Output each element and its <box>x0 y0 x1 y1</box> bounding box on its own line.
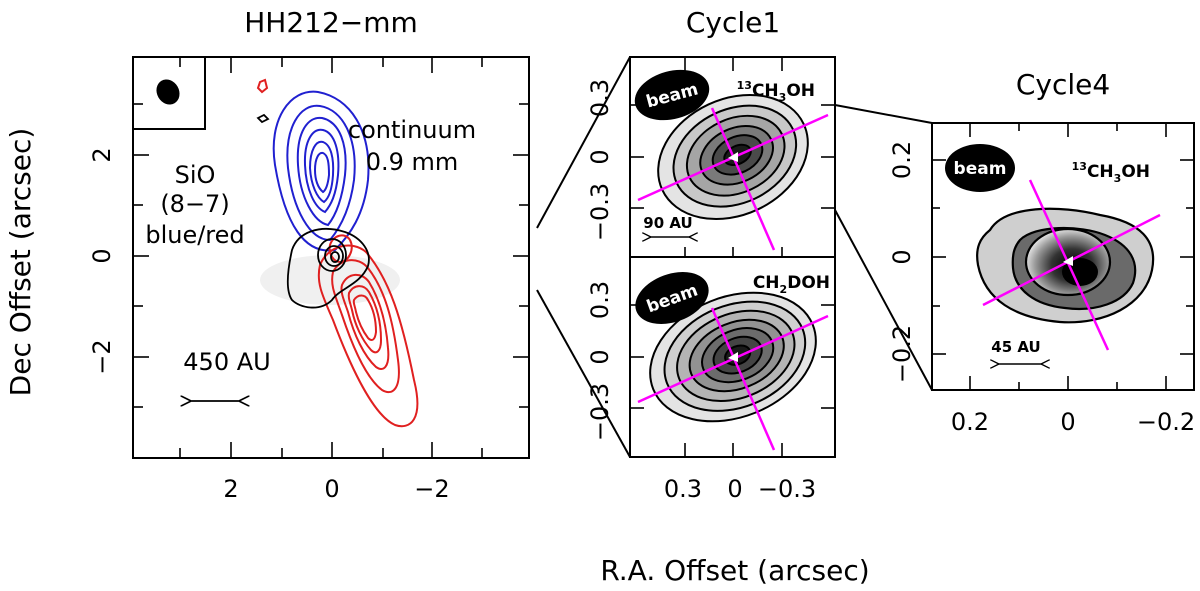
main-panel: HH212−mm <box>88 6 530 503</box>
cycle1-xtick-label: −0.3 <box>758 475 816 503</box>
sio-blue-lobe-contours <box>272 90 370 252</box>
cycle4-image <box>976 179 1161 351</box>
continuum-label-line2: 0.9 mm <box>366 148 459 176</box>
x-axis-label: R.A. Offset (arcsec) <box>600 554 869 587</box>
cycle4-molecule-label: 13CH3OH <box>1072 160 1150 185</box>
cycle1-top-ytick-label: 0 <box>586 149 614 164</box>
sio-label-line2: (8−7) <box>160 190 229 218</box>
cycle4-ytick-label: 0.2 <box>888 141 916 179</box>
cycle4-ytick-label: 0 <box>888 249 916 264</box>
cycle1-top-molecule-label: 13CH3OH <box>737 79 815 104</box>
cycle1-top-image <box>637 93 829 251</box>
cycle4-scale-label: 45 AU <box>991 338 1040 356</box>
cycle1-ticks <box>630 57 835 457</box>
cycle1-bottom-ytick-label: 0.3 <box>586 281 614 319</box>
main-panel-title: HH212−mm <box>244 6 418 39</box>
cycle1-top-ytick-label: 0.3 <box>586 79 614 117</box>
main-beam-inset <box>133 57 206 130</box>
cycle1-bottom-image <box>637 291 829 451</box>
cycle1-title: Cycle1 <box>686 6 780 39</box>
cycle4-xtick-label: 0 <box>1060 408 1075 436</box>
continuum-haze <box>260 255 400 305</box>
y-axis-label: Dec Offset (arcsec) <box>4 128 37 397</box>
cycle1-bottom-beam: beam <box>635 271 709 325</box>
cycle1-bottom-molecule-label: CH2DOH <box>753 273 830 296</box>
cycle1-panel: Cycle1 beam 13CH3OH 90 AU <box>586 6 836 503</box>
cycle4-panel: Cycle4 beam 13CH3OH 45 AU <box>888 68 1195 436</box>
main-ytick-label: 0 <box>88 248 116 263</box>
continuum-contours <box>256 113 370 309</box>
cycle4-beam: beam <box>945 144 1015 192</box>
cycle4-beam-label: beam <box>954 159 1007 179</box>
cycle1-scale-label: 90 AU <box>643 214 692 232</box>
cycle4-xtick-label: −0.2 <box>1137 408 1195 436</box>
sio-label-line1: SiO <box>175 161 216 189</box>
cycle4-ticks <box>932 123 1194 390</box>
cycle1-bottom-jet-axis <box>710 307 776 451</box>
cycle1-xtick-label: 0.3 <box>664 475 702 503</box>
cycle1-top-ytick-label: −0.3 <box>586 183 614 241</box>
main-panel-frame <box>132 56 530 459</box>
cycle4-ytick-label: −0.2 <box>888 325 916 383</box>
main-ytick-label: 2 <box>88 147 116 162</box>
main-xtick-label: 0 <box>324 475 339 503</box>
continuum-label-line1: continuum <box>348 116 476 144</box>
cycle1-top-center-marker <box>728 152 738 162</box>
cycle4-center-marker <box>1063 256 1073 266</box>
sio-red-lobe-contours <box>256 78 419 428</box>
zoom-connectors-main <box>536 56 631 458</box>
main-ytick-label: −2 <box>88 339 116 374</box>
cycle1-top-beam: beam <box>634 69 710 121</box>
cycle1-bottom-ytick-label: −0.3 <box>586 383 614 441</box>
zoom-connectors-cycle1 <box>834 104 933 391</box>
cycle1-top-jet-axis <box>710 107 776 251</box>
sio-label-line3: blue/red <box>145 221 244 249</box>
main-panel-ticks <box>133 57 529 458</box>
cycle4-xtick-label: 0.2 <box>951 408 989 436</box>
main-scale-label: 450 AU <box>183 348 270 376</box>
cycle4-jet-axis <box>1028 179 1110 351</box>
cycle1-bottom-center-marker <box>728 352 738 362</box>
main-xtick-label: −2 <box>414 475 449 503</box>
cycle1-bottom-ytick-label: 0 <box>586 349 614 364</box>
main-xtick-label: 2 <box>223 475 238 503</box>
cycle1-xtick-label: 0 <box>727 475 742 503</box>
cycle4-title: Cycle4 <box>1016 68 1110 101</box>
main-beam-ellipse <box>156 79 180 105</box>
